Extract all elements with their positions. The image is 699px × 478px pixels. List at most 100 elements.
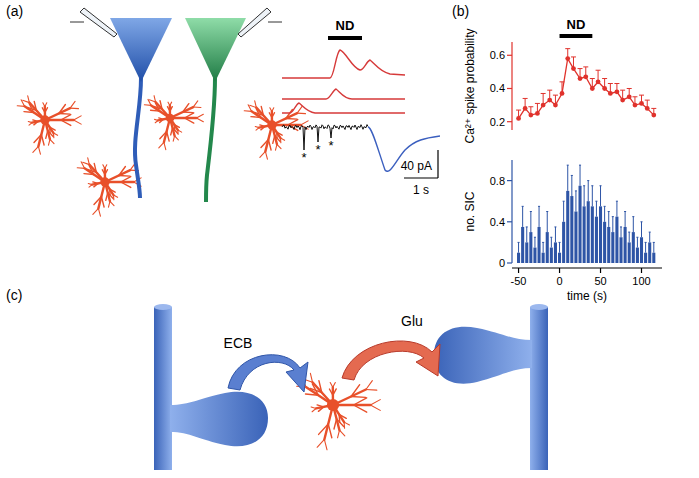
bouton — [170, 392, 268, 447]
astro-branch — [306, 394, 319, 395]
error-bar — [530, 212, 532, 233]
x-tick — [600, 268, 601, 273]
bar — [599, 206, 602, 263]
marker — [583, 74, 588, 79]
astro-branch — [33, 146, 39, 152]
astro-branch — [286, 118, 297, 120]
x-tick — [641, 268, 642, 273]
astro-branch — [170, 102, 172, 105]
astro-branch — [333, 389, 336, 395]
bar — [652, 253, 655, 263]
astro-branch — [171, 128, 173, 135]
astro-soma — [267, 120, 276, 129]
astro-branch — [310, 373, 312, 382]
astro-branch — [317, 405, 324, 407]
astro-branch — [101, 196, 104, 207]
astro-branch — [175, 136, 179, 140]
error-bar — [554, 227, 556, 242]
error-bar — [624, 212, 626, 227]
astro-branch — [61, 115, 71, 120]
error-bar — [538, 206, 540, 227]
calcium-trace — [282, 89, 405, 99]
error-bar — [542, 242, 544, 252]
bar — [583, 206, 586, 263]
astro-branch — [93, 208, 99, 214]
astro-branch — [317, 439, 324, 447]
astro-branch — [337, 419, 344, 427]
error-bar — [563, 201, 565, 222]
marker — [608, 91, 613, 96]
astro-branch — [275, 136, 280, 142]
bouton — [434, 327, 532, 384]
x-tick-label: 100 — [632, 275, 650, 287]
error-bar — [612, 217, 614, 232]
marker — [620, 98, 625, 103]
astro-branch — [260, 125, 265, 127]
astro-branch — [88, 183, 92, 184]
astro-branch — [277, 144, 281, 148]
marker — [516, 116, 521, 121]
error-bar — [636, 237, 638, 247]
x-tick-label: -50 — [511, 275, 527, 287]
y-tick — [507, 180, 512, 181]
marker — [645, 106, 650, 111]
bar — [525, 242, 528, 263]
astro-soma — [166, 114, 175, 123]
y-axis-label: no. SIC — [463, 191, 477, 231]
bar — [632, 232, 635, 263]
astro-branch — [366, 381, 372, 390]
astro-branch — [301, 121, 309, 125]
event-mark: * — [315, 142, 320, 157]
pipette-wire — [70, 22, 84, 23]
astro-branch — [344, 422, 346, 428]
astro-branch — [260, 151, 266, 157]
bar — [615, 217, 618, 263]
error-bar — [550, 237, 552, 247]
axon-body — [530, 307, 548, 470]
astro-branch — [88, 158, 90, 165]
astro-branch — [173, 128, 178, 133]
line — [519, 59, 654, 119]
stimulus-bar — [328, 36, 362, 40]
astro-branch — [297, 106, 302, 113]
error-bar — [546, 212, 548, 233]
marker — [553, 103, 558, 108]
axon-body — [154, 307, 172, 470]
astro-branch — [273, 136, 275, 144]
astro-branch — [310, 388, 322, 392]
astro-branch — [334, 419, 337, 429]
calcium-trace — [282, 50, 405, 78]
astro-branch — [108, 201, 109, 207]
error-bar — [628, 232, 630, 242]
astro-branch — [185, 118, 194, 123]
bar — [636, 248, 639, 263]
error-bar — [518, 242, 520, 252]
astro-branch — [41, 134, 44, 145]
astro-branch — [251, 116, 261, 118]
astro-branch — [183, 104, 189, 112]
bar — [538, 227, 541, 263]
astro-branch — [370, 405, 380, 410]
astro-branch — [311, 407, 316, 409]
astro-branch — [154, 96, 155, 102]
astro-branch — [50, 139, 54, 143]
error-bar — [575, 191, 577, 212]
astro-branch — [110, 201, 114, 205]
calcium-trace — [282, 103, 405, 113]
astro-branch — [286, 109, 293, 118]
bar — [624, 227, 627, 263]
astro-branch — [324, 439, 327, 449]
dendrite — [206, 78, 215, 202]
astro-branch — [185, 113, 194, 118]
marker — [633, 103, 638, 108]
y-tick — [507, 121, 512, 122]
pipette — [238, 8, 271, 37]
astro-branch — [183, 111, 193, 113]
bar — [558, 253, 561, 263]
bar — [595, 217, 598, 263]
error-bar — [653, 242, 655, 252]
x-axis — [512, 267, 662, 268]
error-bar — [616, 201, 618, 216]
marker — [590, 86, 595, 91]
marker — [523, 106, 528, 111]
